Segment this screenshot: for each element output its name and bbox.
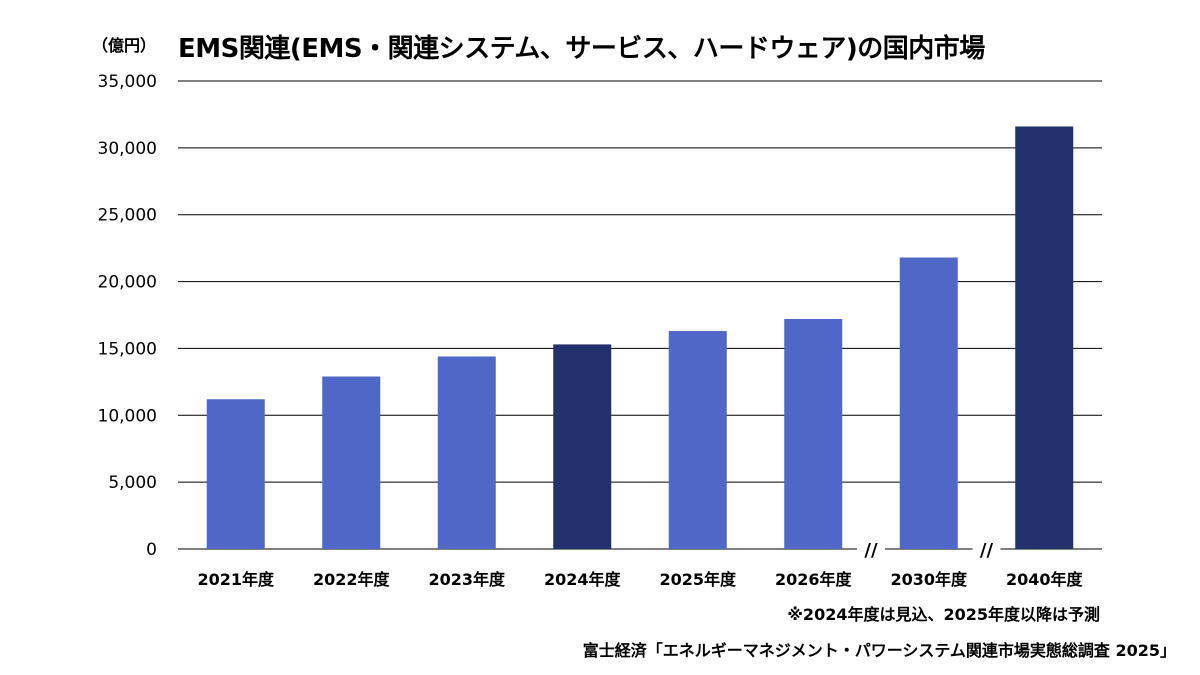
y-axis-unit-label: （億円） [92,36,157,55]
bar-2025年度 [668,331,727,549]
y-axis-ticks: 0 5,000 10,000 15,000 20,000 25,000 30,000 35,0… [98,72,157,560]
bar-2023年度 [437,356,496,549]
bar-2024年度 [553,344,612,549]
y-tick-label: 25,000 [98,206,157,226]
y-tick-label: 10,000 [98,406,157,426]
x-tick-label: 2023年度 [428,570,506,589]
bar-2026年度 [784,319,843,549]
x-tick-label: 2026年度 [775,570,853,589]
bar-2021年度 [206,399,265,549]
y-tick-label: 20,000 [98,273,157,293]
y-tick-label: 0 [146,540,157,560]
forecast-note: ※2024年度は見込、2025年度以降は予測 [787,605,1100,624]
gridlines [178,80,1102,550]
y-tick-label: 15,000 [98,339,157,359]
bars [206,126,1074,549]
y-tick-label: 5,000 [108,473,157,493]
axis-break-mark: // [980,540,994,561]
bar-2030年度 [899,257,958,549]
y-tick-label: 35,000 [98,72,157,92]
axis-break-mask [972,543,1001,555]
x-tick-label: 2030年度 [890,570,968,589]
x-tick-label: 2025年度 [659,570,737,589]
bar-2022年度 [322,376,381,549]
axis-break-mark: // [864,540,878,561]
y-tick-label: 30,000 [98,139,157,159]
chart-title: EMS関連(EMS・関連システム、サービス、ハードウェア)の国内市場 [178,34,985,64]
axis-breaks: // // [857,540,1001,561]
x-tick-label: 2021年度 [197,570,275,589]
x-tick-label: 2040年度 [1006,570,1084,589]
x-tick-label: 2024年度 [544,570,622,589]
x-tick-label: 2022年度 [313,570,391,589]
bar-2040年度 [1015,126,1074,549]
axis-break-mask [857,543,885,555]
x-axis-ticks: 2021年度 2022年度 2023年度 2024年度 2025年度 2026年度 2030… [197,570,1083,589]
source-citation: 富士経済「エネルギーマネジメント・パワーシステム関連市場実態総調査 2025」 [582,641,1176,660]
